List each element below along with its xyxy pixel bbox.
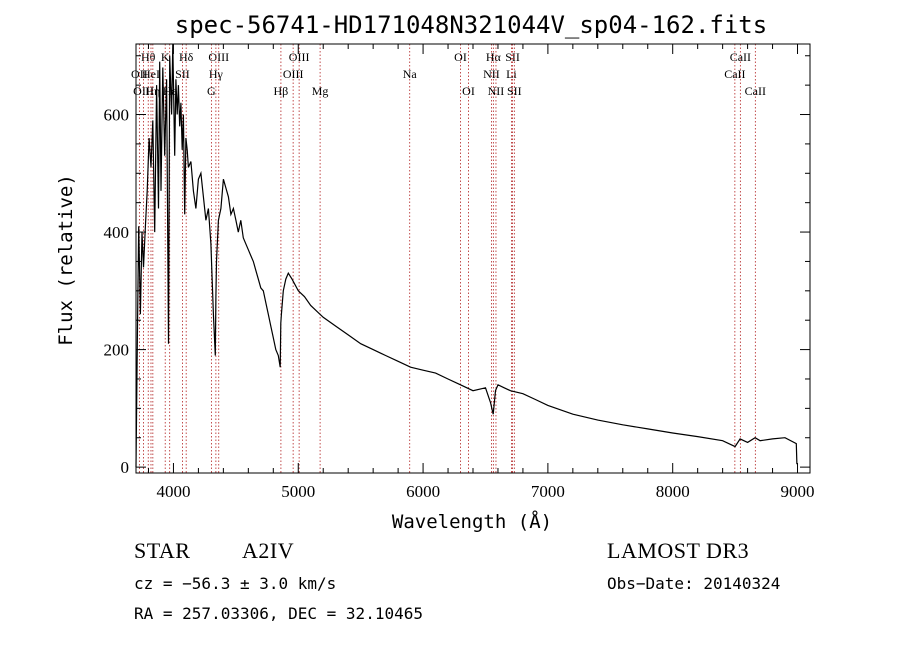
plot-frame (135, 43, 811, 474)
line-marker-label: HeI (142, 67, 160, 81)
chart-title: spec-56741-HD171048N321044V_sp04-162.fit… (175, 11, 767, 39)
object-subclass: A2IV (242, 538, 295, 563)
line-marker-label: SII (505, 50, 520, 64)
line-marker-label: SII (507, 84, 522, 98)
line-marker-label: Hβ (274, 84, 289, 98)
line-marker-label: OIII (208, 50, 229, 64)
x-tick-label: 9000 (781, 482, 815, 501)
line-marker-label: Li (506, 67, 517, 81)
line-marker-label: G (207, 84, 216, 98)
object-class: STAR (134, 538, 191, 563)
line-marker-label: NII (488, 84, 505, 98)
line-marker-label: Na (403, 67, 418, 81)
y-tick-label: 200 (104, 341, 130, 360)
x-tick-label: 7000 (531, 482, 565, 501)
y-tick-label: 600 (104, 106, 130, 125)
obs-date: Obs−Date: 20140324 (607, 574, 781, 593)
line-marker-label: OIII (133, 84, 154, 98)
line-marker-label: OII (131, 67, 148, 81)
axis-ticks: 4000 5000 6000 7000 8000 9000 0 200 400 600 (104, 44, 815, 501)
line-marker-label: OI (462, 84, 475, 98)
ra-dec: RA = 257.03306, DEC = 32.10465 (134, 604, 423, 623)
line-marker-label: CaII (745, 84, 766, 98)
line-marker-label: Hδ (179, 50, 194, 64)
line-marker-label: NII (483, 67, 500, 81)
spectrum-line (135, 43, 798, 468)
line-marker-label: Hη (145, 84, 160, 98)
line-marker-label: OIII (289, 50, 310, 64)
line-marker-label: Hθ (141, 50, 156, 64)
line-marker-label: Mg (312, 84, 329, 98)
x-tick-label: 8000 (656, 482, 690, 501)
line-marker-label: CaII (730, 50, 751, 64)
y-axis-label: Flux (relative) (55, 174, 77, 346)
y-tick-label: 0 (121, 458, 130, 477)
line-marker-label: Hα (486, 50, 502, 64)
x-axis-label: Wavelength (Å) (392, 510, 552, 533)
line-marker-label: OI (454, 50, 467, 64)
line-marker-label: OIII (283, 67, 304, 81)
survey-name: LAMOST DR3 (607, 538, 750, 563)
line-marker-label: Hγ (209, 67, 224, 81)
line-marker-label: CaII (724, 67, 745, 81)
redshift-text: cz = −56.3 ± 3.0 km/s (134, 574, 337, 593)
x-tick-label: 6000 (406, 482, 440, 501)
line-marker-label: K (161, 50, 170, 64)
y-tick-label: 400 (104, 223, 130, 242)
x-tick-label: 4000 (156, 482, 190, 501)
x-tick-label: 5000 (281, 482, 315, 501)
line-marker-label: SII (175, 67, 190, 81)
